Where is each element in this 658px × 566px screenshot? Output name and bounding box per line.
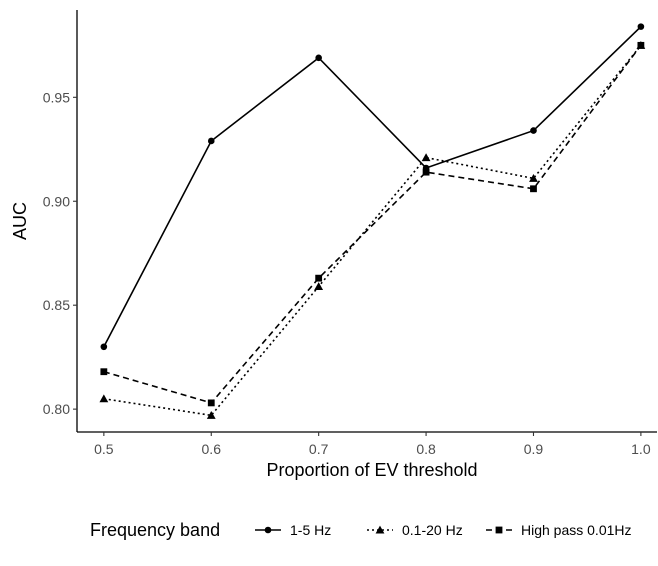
data-point	[530, 185, 537, 193]
data-point	[99, 394, 109, 403]
legend-item: 1-5 Hz	[255, 522, 331, 538]
y-tick-label: 0.90	[43, 193, 70, 209]
y-tick-label: 0.95	[43, 89, 70, 105]
data-point	[100, 343, 108, 351]
legend: Frequency band 1-5 Hz 0.1-20 Hz High pass …	[90, 520, 632, 540]
data-point	[207, 399, 215, 407]
data-point	[637, 23, 645, 30]
x-tick-label: 0.8	[416, 441, 436, 457]
x-tick-label: 0.9	[524, 441, 544, 457]
data-point	[207, 137, 215, 145]
series-2	[99, 40, 646, 419]
legend-key-marker	[264, 526, 272, 534]
legend-key-marker	[375, 525, 385, 534]
series-1	[100, 23, 645, 351]
data-point	[315, 54, 322, 62]
data-point	[529, 173, 538, 182]
series-line	[103, 44, 642, 404]
series-3	[100, 41, 645, 407]
y-tick-label: 0.80	[43, 401, 70, 417]
data-point	[206, 410, 216, 419]
data-point	[421, 153, 431, 162]
y-tick-label: 0.85	[43, 297, 70, 313]
legend-label: 0.1-20 Hz	[402, 522, 463, 538]
data-point	[314, 282, 324, 291]
data-point	[315, 274, 323, 282]
x-tick-label: 0.7	[309, 441, 329, 457]
legend-title: Frequency band	[90, 520, 220, 540]
legend-key-marker	[495, 526, 503, 534]
legend-label: High pass 0.01Hz	[521, 522, 632, 538]
data-point	[530, 127, 537, 134]
y-axis-title: AUC	[10, 202, 30, 240]
axes	[76, 10, 657, 433]
x-axis-title: Proportion of EV threshold	[266, 460, 477, 480]
data-point	[422, 168, 430, 176]
data-point	[100, 368, 108, 376]
series-layer	[99, 23, 646, 419]
x-ticks: 0.5 0.6 0.7 0.8 0.9 1.0	[94, 432, 651, 457]
x-tick-label: 0.6	[202, 441, 222, 457]
y-ticks: 0.80 0.85 0.90 0.95	[43, 89, 77, 417]
legend-label: 1-5 Hz	[290, 522, 331, 538]
legend-item: 0.1-20 Hz	[367, 522, 463, 538]
series-line	[103, 26, 642, 348]
legend-item: High pass 0.01Hz	[486, 522, 632, 538]
data-point	[637, 41, 645, 49]
x-tick-label: 1.0	[631, 441, 651, 457]
series-line	[103, 44, 642, 417]
x-tick-label: 0.5	[94, 441, 114, 457]
